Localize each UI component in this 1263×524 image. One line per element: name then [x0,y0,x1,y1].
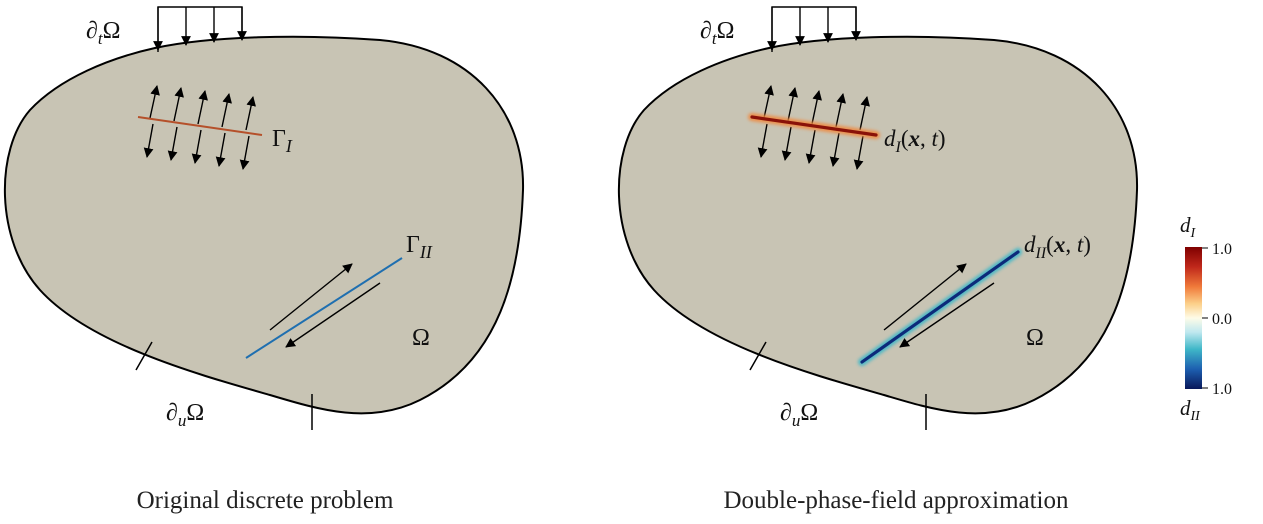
left-panel: ∂tΩ ΓI ΓII Ω ∂uΩ Original discrete probl… [3,6,525,514]
right-traction-label: ∂tΩ [700,18,734,48]
left-crack-I-label: ΓI [272,126,293,156]
right-phase-field-II [858,248,1022,366]
left-boundary-tick-1 [135,341,153,371]
colorbar: dI 1.0 0.0 1.0 dII [1180,213,1232,424]
left-crack-II [245,257,403,359]
left-shear-arrow-upper [269,263,353,331]
left-crack-I [137,116,263,136]
right-boundary-tick-1 [749,341,767,371]
right-displacement-label: ∂uΩ [780,400,818,430]
right-phase-field-I [748,113,880,139]
colorbar-gradient [1185,247,1202,389]
right-shear-arrow-lower [899,282,995,348]
left-traction-load [153,6,247,52]
left-domain [3,35,525,415]
right-domain-label: Ω [1026,325,1044,351]
right-field-I-label: dI(x, t) [884,126,946,156]
right-traction-load [767,6,861,52]
left-shear-arrow-lower [285,282,381,348]
right-panel: ∂tΩ dI(x, t) dII(x, t) Ω ∂uΩ Double-phas… [617,6,1139,514]
colorbar-top-label: dI [1180,213,1197,241]
left-caption: Original discrete problem [137,487,394,514]
right-shear-arrow-upper [883,263,967,331]
right-field-II-label: dII(x, t) [1024,232,1091,262]
colorbar-tick-label-mid: 0.0 [1212,311,1232,328]
colorbar-tick-label-top: 1.0 [1212,241,1232,258]
left-traction-label: ∂tΩ [86,18,120,48]
right-mode-I-arrows [757,85,870,170]
colorbar-bottom-label: dII [1180,396,1201,424]
left-displacement-label: ∂uΩ [166,400,204,430]
right-caption: Double-phase-field approximation [723,487,1069,514]
left-domain-label: Ω [412,325,430,351]
left-crack-II-label: ΓII [406,232,433,262]
left-mode-I-arrows [143,85,256,170]
colorbar-tick-label-bottom: 1.0 [1212,381,1232,398]
right-domain [617,35,1139,415]
